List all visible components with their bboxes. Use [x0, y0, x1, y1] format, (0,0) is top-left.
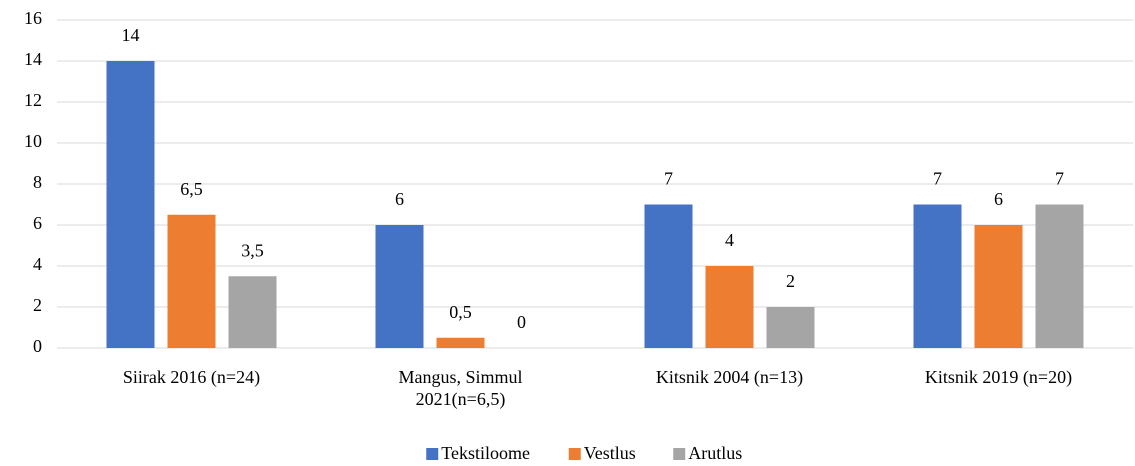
y-tick-label: 6 [33, 213, 42, 233]
y-tick-label: 8 [33, 172, 42, 192]
legend-label: Arutlus [688, 443, 742, 463]
bar [644, 204, 693, 348]
legend-swatch [426, 448, 439, 460]
x-tick-label: Mangus, Simmul 2021(n=6,5) [398, 367, 523, 409]
data-label: 2 [786, 271, 795, 291]
bar [106, 61, 155, 348]
legend-label: Vestlus [584, 443, 636, 463]
y-tick-label: 12 [24, 90, 42, 110]
y-tick-label: 0 [33, 336, 42, 356]
bar [974, 225, 1023, 348]
legend-swatch [568, 448, 581, 460]
bar [913, 204, 962, 348]
y-tick-label: 4 [33, 254, 42, 274]
bar [436, 337, 485, 348]
data-label: 3,5 [241, 240, 264, 260]
data-label: 7 [933, 169, 942, 189]
bar [167, 214, 216, 348]
data-label: 7 [664, 169, 673, 189]
data-label: 4 [725, 230, 734, 250]
data-label: 7 [1055, 169, 1064, 189]
data-label: 6,5 [180, 179, 203, 199]
data-label: 14 [122, 25, 140, 45]
legend-label: Tekstiloome [441, 443, 530, 463]
data-label: 6 [395, 189, 404, 209]
data-label: 0 [517, 312, 526, 332]
x-tick-label: Kitsnik 2004 (n=13) [655, 367, 804, 387]
data-label: 0,5 [449, 302, 472, 322]
bar [375, 225, 424, 348]
x-tick-label: Kitsnik 2019 (n=20) [924, 367, 1073, 387]
bar [228, 276, 277, 348]
y-tick-label: 14 [24, 49, 42, 69]
y-tick-label: 10 [24, 131, 42, 151]
bar [705, 266, 754, 348]
bar [1035, 204, 1084, 348]
legend-swatch [673, 448, 686, 460]
y-tick-label: 2 [33, 295, 42, 315]
x-tick-label: Siirak 2016 (n=24) [122, 367, 261, 387]
y-tick-label: 16 [24, 8, 42, 28]
data-label: 6 [994, 189, 1003, 209]
bar [766, 307, 815, 348]
